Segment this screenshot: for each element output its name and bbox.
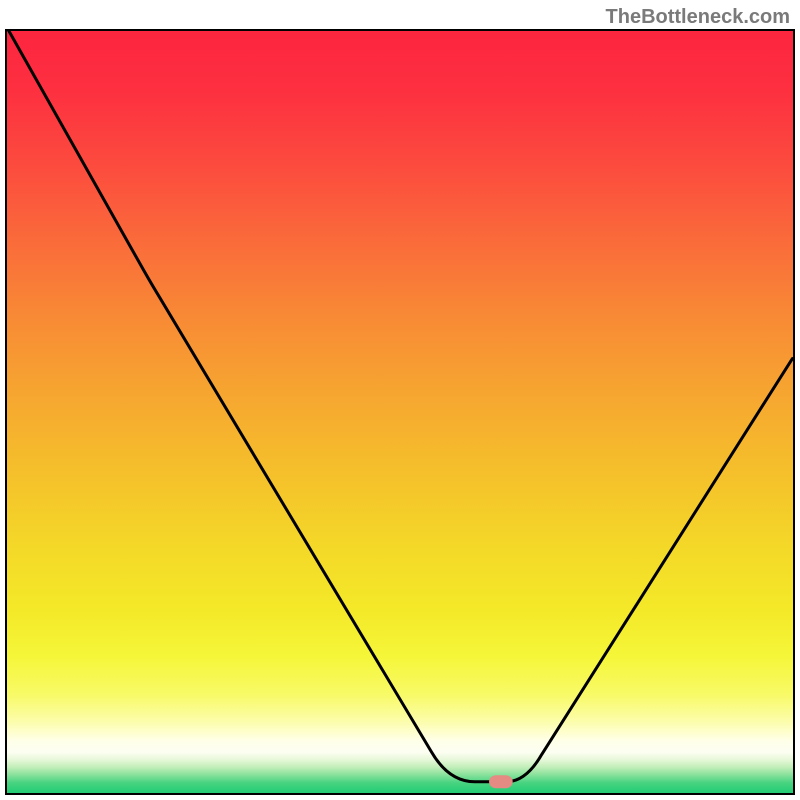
watermark-text: TheBottleneck.com: [606, 6, 790, 29]
optimal-marker: [489, 775, 513, 788]
bottleneck-chart: TheBottleneck.com: [0, 0, 800, 800]
gradient-background: [6, 30, 794, 794]
chart-svg: [0, 0, 800, 800]
